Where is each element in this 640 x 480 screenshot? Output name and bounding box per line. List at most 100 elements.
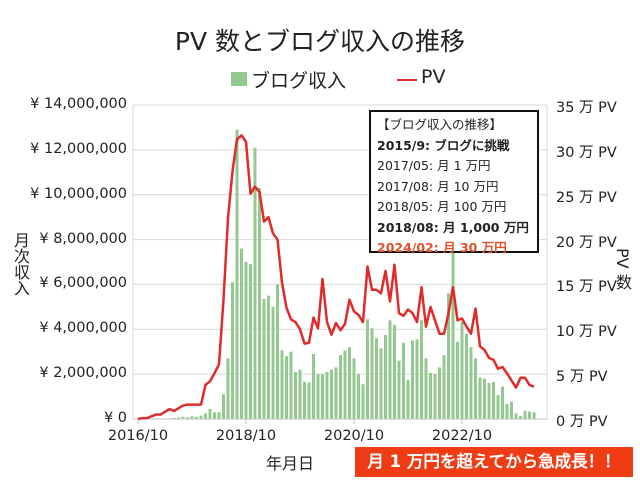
revenue-bar [253, 147, 257, 419]
revenue-bar [298, 369, 302, 419]
revenue-bar [258, 187, 261, 419]
revenue-bar [177, 417, 180, 419]
y-tick-left: ¥ 12,000,000 [30, 140, 127, 157]
annotation-line: 2018/05: 月 100 万円 [377, 199, 507, 214]
y-tick-left: ¥ 2,000,000 [39, 365, 127, 382]
y-tick-left: ¥ 0 [103, 410, 127, 426]
annotation-line: 2017/05: 月 1 万円 [377, 158, 491, 173]
revenue-bar [519, 416, 522, 419]
revenue-bar [249, 264, 252, 419]
y-tick-right: 30 万 PV [556, 144, 617, 161]
revenue-bar [343, 350, 347, 419]
revenue-bar [231, 282, 234, 419]
y-tick-left: ¥ 6,000,000 [39, 275, 127, 292]
revenue-bar [478, 377, 482, 419]
revenue-bar [397, 360, 401, 419]
revenue-bar [510, 401, 513, 419]
revenue-bar [523, 410, 527, 419]
x-tick-label: 2016/10 [107, 428, 169, 444]
revenue-bar [442, 355, 446, 419]
revenue-bar [285, 356, 288, 419]
revenue-bar [262, 299, 266, 419]
revenue-bar [465, 333, 468, 419]
revenue-bar [447, 293, 450, 419]
y-tick-right: 10 万 PV [556, 324, 617, 341]
revenue-bar [420, 320, 423, 419]
revenue-bar [348, 347, 351, 419]
y-tick-right: 20 万 PV [556, 234, 617, 251]
revenue-bar [195, 416, 198, 419]
revenue-bar [312, 353, 315, 419]
revenue-bar [460, 321, 464, 419]
legend-swatch-pv [397, 79, 417, 81]
revenue-bar [303, 381, 306, 419]
revenue-bar [532, 412, 536, 419]
y-tick-left: ¥ 8,000,000 [39, 230, 127, 247]
revenue-bar [424, 358, 428, 419]
y-tick-right: 15 万 PV [556, 279, 617, 296]
chart-title: PV 数とブログ収入の推移 [174, 27, 466, 56]
revenue-bar [172, 417, 176, 419]
revenue-bar [325, 371, 329, 419]
revenue-bar [438, 367, 441, 419]
revenue-bar [334, 367, 338, 419]
revenue-bar [244, 262, 248, 419]
y-tick-left: ¥ 14,000,000 [30, 96, 127, 112]
revenue-bar [388, 320, 392, 419]
revenue-bar [217, 412, 221, 419]
revenue-bar [429, 373, 432, 419]
legend-label-revenue: ブログ収入 [251, 70, 347, 92]
legend-label-pv: PV [421, 66, 446, 88]
revenue-bar [330, 369, 333, 419]
revenue-bar [370, 328, 374, 419]
revenue-bar [199, 415, 203, 419]
revenue-bar [294, 371, 297, 419]
revenue-bar [271, 306, 275, 419]
revenue-bar [496, 395, 500, 419]
annotation-box: 【ブログ収入の推移】 2015/9: ブログに挑戦 2017/05: 月 1 万… [369, 110, 539, 255]
revenue-bar [235, 129, 239, 419]
revenue-bar [240, 248, 243, 419]
revenue-bar [208, 408, 212, 419]
revenue-bar [204, 413, 207, 419]
revenue-bar [190, 416, 194, 419]
revenue-bar [469, 347, 473, 419]
annotation-heading: 【ブログ収入の推移】 [377, 117, 503, 132]
x-tick-label: 2020/10 [323, 428, 385, 444]
revenue-bar [316, 374, 320, 419]
legend-swatch-revenue [231, 72, 247, 86]
pv-line [137, 134, 535, 421]
annotation-line: 2018/08: 月 1,000 万円 [377, 219, 529, 235]
revenue-bar [474, 358, 477, 419]
revenue-bar [393, 324, 396, 419]
revenue-bar [352, 358, 356, 419]
revenue-bar [456, 341, 459, 419]
revenue-bar [505, 403, 509, 419]
revenue-bar [321, 374, 324, 419]
revenue-bar [487, 383, 491, 419]
revenue-bar [181, 416, 185, 419]
revenue-bar [411, 340, 414, 419]
revenue-bar [186, 417, 189, 419]
x-tick-label: 2022/10 [431, 428, 493, 444]
revenue-bar [406, 379, 410, 419]
y-tick-right: 5 万 PV [556, 369, 608, 386]
y-tick-right: 0 万 PV [556, 414, 608, 430]
y-tick-left: ¥ 10,000,000 [30, 185, 127, 202]
annotation-line-highlight: 2024/02: 月 30 万円 [377, 240, 507, 255]
annotation-line: 2015/9: ブログに挑戦 [377, 137, 510, 153]
revenue-bar [267, 295, 270, 419]
revenue-bar [528, 411, 531, 419]
y-tick-left: ¥ 4,000,000 [39, 320, 127, 337]
annotation-line: 2017/08: 月 10 万円 [377, 178, 499, 194]
revenue-bar [451, 239, 455, 419]
revenue-bar [492, 381, 495, 419]
revenue-bar [276, 284, 279, 419]
revenue-bar [433, 374, 437, 419]
y-axis-left-title: 月次収入 [11, 232, 30, 296]
x-axis-title: 年月日 [266, 454, 315, 473]
revenue-bar [339, 355, 342, 419]
revenue-bar [226, 358, 230, 419]
